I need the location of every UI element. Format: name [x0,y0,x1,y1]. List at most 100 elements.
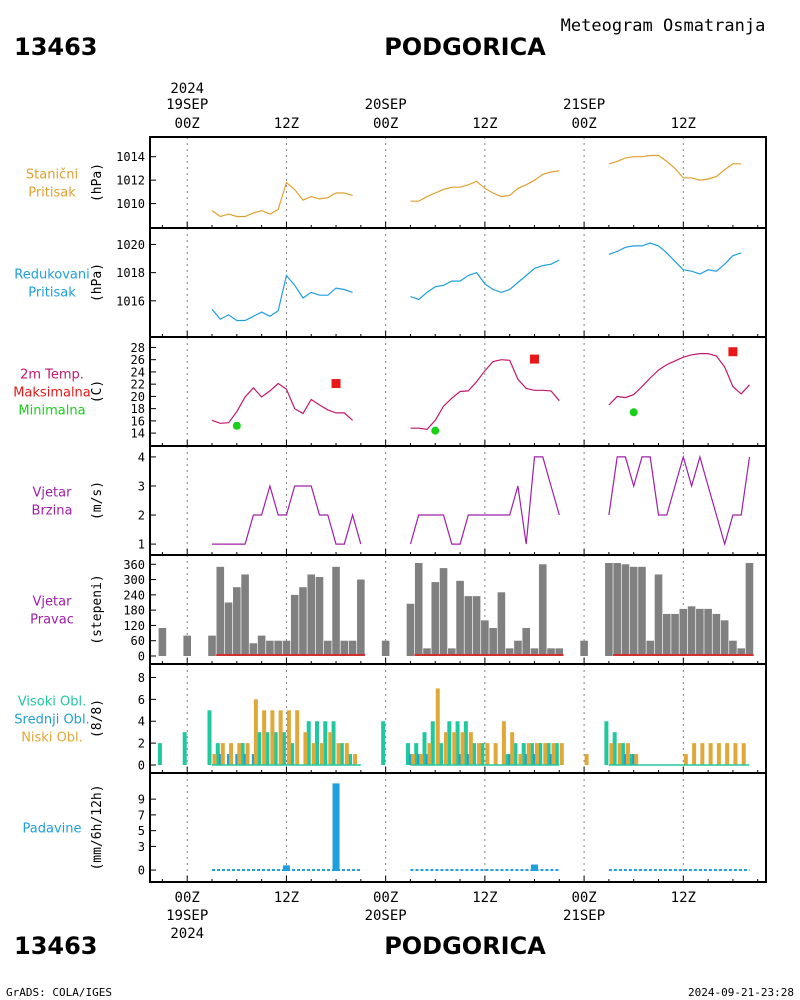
series-line-brzina [608,454,751,547]
y-tick-label-temperatura: 20 [131,390,145,404]
series-line-temperatura [608,353,750,406]
y-tick-label-temperatura: 22 [131,378,145,392]
cloud-high-bar [620,743,625,765]
y-tick-label-pravac: 60 [131,634,145,648]
cloud-high-bar [513,743,518,765]
wind-dir-bar [456,580,464,656]
wind-dir-bar [613,563,621,656]
cloud-low-bar [733,743,738,765]
wind-dir-bar [530,648,539,656]
y-tick-label-pravac: 300 [123,573,145,587]
wind-dir-bar [183,635,192,656]
panel-label-brzina: Vjetar [33,486,73,501]
series-line-temperatura [211,382,353,424]
series-line-stanicni [211,181,353,218]
cloud-low-bar [245,743,250,765]
wind-dir-bar [505,648,514,656]
wind-dir-bar [522,627,531,656]
cloud-high-bar [505,754,510,765]
wind-dir-bar [249,643,258,656]
wind-dir-bar [497,592,506,656]
axis-bottom-hour: 12Z [472,890,497,906]
y-tick-label-brzina: 1 [138,538,145,552]
cloud-high-bar [529,743,534,765]
max-temp-marker [331,379,341,389]
cloud-high-bar [612,732,617,765]
y-tick-label-pravac: 0 [138,650,145,664]
wind-dir-bar [431,582,440,656]
station-id-top: 13463 [14,33,98,61]
cloud-low-bar [212,754,217,765]
wind-dir-bar [538,564,547,656]
wind-dir-bar [662,613,671,656]
cloud-low-bar [543,743,548,765]
panel-label-oblaci: Visoki Obl. [18,695,86,710]
y-tick-label-oblaci: 2 [138,737,145,751]
panel-brzina: Vjetar Brzina (m/s) 1 2 3 4 [32,445,767,556]
cloud-high-bar [339,743,344,765]
cloud-low-bar [518,754,523,765]
cloud-low-bar [716,743,721,765]
wind-dir-bar [439,568,448,656]
wind-dir-bar [654,574,663,656]
series-line-redukovani [410,259,560,301]
y-tick-label-stanicni: 1014 [116,150,145,164]
wind-dir-bar [712,613,721,656]
chart-subtitle: Meteogram Osmatranja [561,16,766,36]
max-temp-marker [728,347,738,357]
wind-dir-bar [340,640,349,656]
cloud-high-bar [182,732,187,765]
y-axis-label-temperatura: (C) [90,380,105,403]
y-tick-label-temperatura: 16 [131,414,145,428]
panel-oblaci: Visoki Obl. Srednji Obl. Niski Obl. (8/8) 0 2… [14,663,767,774]
y-tick-label-pravac: 240 [123,588,145,602]
y-tick-label-padavine: 0 [138,864,145,878]
wind-dir-bar [687,606,696,656]
cloud-high-bar [273,732,278,765]
wind-dir-bar [208,635,216,656]
series-line-brzina [212,483,362,545]
y-axis-label-redukovani: (hPa) [90,263,105,302]
panel-label-padavine: Padavine [23,822,82,837]
panel-label-temperatura: 2m Temp. [20,368,84,383]
series-line-redukovani [211,274,353,322]
panel-label-oblaci: Srednji Obl. [14,713,89,728]
axis-top-hour: 00Z [571,116,596,132]
cloud-low-bar [708,743,713,765]
cloud-low-bar [477,743,482,765]
cloud-high-bar [430,721,435,765]
cloud-high-bar [281,732,286,765]
cloud-high-bar [323,721,328,765]
y-axis-label-padavine: (mm/6h/12h) [90,784,105,870]
station-id-bottom: 13463 [14,932,98,960]
wind-dir-bar [447,648,456,656]
wind-dir-bar [323,640,332,656]
y-tick-label-temperatura: 24 [131,365,145,379]
wind-dir-bar [555,648,564,656]
station-name-bottom: PODGORICA [384,932,546,960]
wind-dir-bar [605,563,613,656]
cloud-low-bar [534,743,539,765]
panel-padavine: Padavine (mm/6h/12h) 0 3 5 79 [23,772,767,883]
wind-dir-bar [472,596,481,656]
wind-dir-bar [282,640,291,656]
y-tick-label-oblaci: 8 [138,671,145,685]
wind-dir-bar [580,640,588,656]
y-axis-label-pravac: (stepeni) [90,574,105,644]
cloud-low-bar [551,743,556,765]
cloud-low-bar [220,743,225,765]
axis-top-date: 21SEP [563,97,605,113]
panel-label-redukovani: Redukovani [14,268,89,283]
cloud-low-bar [311,743,316,765]
cloud-high-bar [422,732,427,765]
cloud-low-bar [303,732,308,765]
panel-stanicni: Stanični Pritisak (hPa) 1010 1012 1014 [26,136,767,229]
wind-dir-bar [514,640,522,656]
wind-dir-bar [357,579,365,656]
cloud-low-bar [444,732,449,765]
axis-bottom-hour: 00Z [373,890,398,906]
y-tick-label-temperatura: 28 [131,341,145,355]
y-tick-label-oblaci: 4 [138,715,145,729]
